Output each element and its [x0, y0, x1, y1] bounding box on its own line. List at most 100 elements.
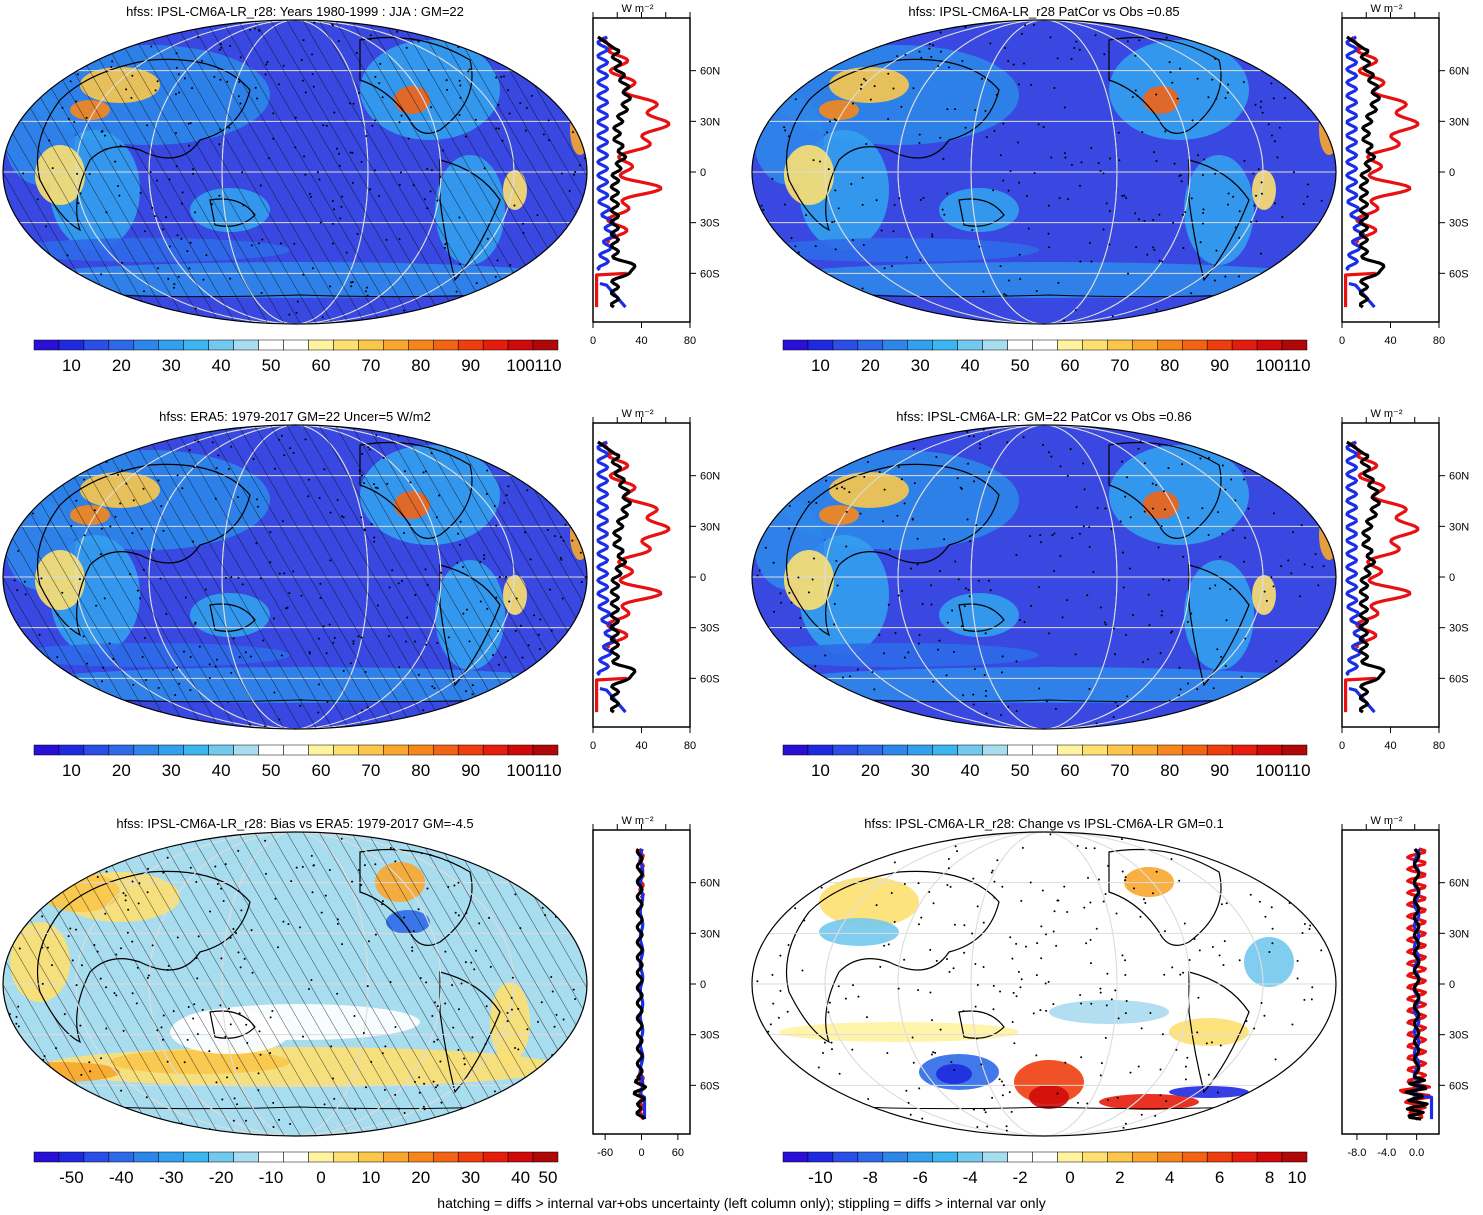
panel-graphics: -50 -40 -30 -20 -10 0 10 20 30 40 50 W m⁻² 60N 30N 0 30…	[2, 815, 720, 1187]
map-outline	[751, 19, 1337, 325]
colorbar-segment	[1181, 1151, 1208, 1163]
zonal-curve-red	[1344, 440, 1420, 713]
colorbar-tick-label: 70	[361, 356, 380, 375]
zonal-x-label: 0	[638, 1147, 644, 1159]
colorbar-tick-label: 4	[1165, 1168, 1174, 1187]
colorbar-segment	[807, 744, 834, 756]
zonal-lat-label: 0	[700, 167, 706, 179]
field-contour	[1184, 155, 1254, 265]
colorbar-segment	[133, 339, 160, 351]
colorbar-segment	[383, 1151, 409, 1163]
colorbar-segment	[482, 339, 509, 351]
colorbar-segment	[1256, 339, 1283, 351]
colorbar-segment	[1132, 339, 1158, 351]
colorbar-segment	[1057, 744, 1083, 756]
zonal-mean-plot: W m⁻² 60N 30N 0 30S 60S -60 0 60	[592, 815, 720, 1159]
longitude-gridline	[970, 832, 1118, 1136]
colorbar-segment	[333, 744, 359, 756]
zonal-lat-label: 30S	[700, 1030, 720, 1042]
map-panel-2: hfss: IPSL-CM6A-LR_r28 PatCor vs Obs =0.…	[749, 0, 1483, 400]
zonal-lat-label: 30S	[1449, 1030, 1469, 1042]
panel-title: hfss: IPSL-CM6A-LR_r28: Years 1980-1999 …	[126, 4, 464, 19]
colorbar-segment	[233, 339, 259, 351]
colorbar-segment	[208, 339, 234, 351]
zonal-lat-label: 30N	[700, 116, 720, 128]
map-panel-1: hfss: IPSL-CM6A-LR_r28: Years 1980-1999 …	[0, 0, 734, 400]
colorbar-segment	[358, 744, 384, 756]
longitude-gridline	[824, 425, 1264, 729]
colorbar-segment	[982, 744, 1008, 756]
colorbar-segment	[957, 744, 983, 756]
colorbar-tick-label: 90	[461, 356, 480, 375]
colorbar-segment	[857, 744, 884, 756]
colorbar-segment	[932, 1151, 958, 1163]
colorbar-tick-label: 10	[361, 1168, 380, 1187]
colorbar-segment	[233, 1151, 259, 1163]
zonal-x-label: 0.0	[1409, 1147, 1424, 1159]
colorbar-segment	[1231, 1151, 1258, 1163]
zonal-lat-label: 30N	[700, 928, 720, 940]
colorbar-segment	[1281, 744, 1308, 756]
colorbar-tick-label: 60	[1060, 761, 1079, 780]
colorbar-segment	[1007, 339, 1033, 351]
field-contour	[939, 593, 1019, 637]
field-contour	[1319, 510, 1336, 560]
colorbar-segment	[58, 1151, 85, 1163]
longitude-gridline	[824, 20, 1264, 324]
colorbar-tick-label: 30	[461, 1168, 480, 1187]
map-outline	[2, 831, 588, 1137]
zonal-lat-label: 30N	[1449, 928, 1469, 940]
colorbar-segment	[1082, 339, 1108, 351]
colorbar-segment	[58, 744, 85, 756]
colorbar-tick-label: 60	[311, 761, 330, 780]
colorbar-segment	[183, 339, 209, 351]
colorbar-segment	[183, 1151, 209, 1163]
colorbar-segment	[482, 744, 509, 756]
coastline	[786, 36, 1250, 282]
panel-title: hfss: IPSL-CM6A-LR_r28: Bias vs ERA5: 19…	[116, 816, 474, 831]
colorbar-segment	[1181, 339, 1208, 351]
zonal-unit-label: W m⁻²	[621, 815, 653, 827]
zonal-x-label: 40	[635, 335, 647, 347]
colorbar-tick-label: 80	[411, 761, 430, 780]
colorbar-segment	[233, 744, 259, 756]
zonal-curve-black	[596, 440, 637, 714]
colorbar-segment	[1256, 744, 1283, 756]
colorbar-tick-label: 80	[411, 356, 430, 375]
colorbar-segment	[932, 339, 958, 351]
zonal-lat-label: 60N	[700, 66, 720, 78]
colorbar-segment	[907, 339, 933, 351]
panel-title: hfss: IPSL-CM6A-LR: GM=22 PatCor vs Obs …	[896, 409, 1192, 424]
colorbar-segment	[158, 744, 184, 756]
hatching	[3, 832, 587, 1136]
colorbar-tick-label: 0	[316, 1168, 325, 1187]
colorbar-segment	[1157, 339, 1183, 351]
colorbar-tick-label: 40	[511, 1168, 530, 1187]
colorbar-tick-label: 2	[1115, 1168, 1124, 1187]
field-contour	[1169, 1018, 1249, 1046]
map-field	[752, 425, 1336, 729]
zonal-lat-label: 30S	[700, 218, 720, 230]
map-outline	[751, 424, 1337, 730]
zonal-lat-label: 30N	[700, 521, 720, 533]
longitude-gridline	[897, 425, 1191, 729]
colorbar-tick-label: 50	[262, 356, 281, 375]
colorbar-tick-label: -30	[159, 1168, 184, 1187]
colorbar-tick-label: -8	[863, 1168, 878, 1187]
colorbar-segment	[1206, 1151, 1233, 1163]
field-contour	[1124, 867, 1174, 897]
field-contour	[829, 67, 909, 103]
colorbar-tick-label: 50	[262, 761, 281, 780]
colorbar-segment	[358, 339, 384, 351]
zonal-lat-label: 60S	[1449, 1080, 1469, 1092]
field-contour	[1252, 170, 1276, 210]
zonal-x-label: -60	[597, 1147, 613, 1159]
colorbar-segment	[532, 1151, 559, 1163]
zonal-lat-label: 0	[1449, 167, 1455, 179]
colorbar-segment	[807, 339, 834, 351]
stippling	[13, 434, 587, 728]
colorbar-segment	[358, 1151, 384, 1163]
colorbar-tick-label: 10	[811, 761, 830, 780]
zonal-x-label: 0	[590, 335, 596, 347]
panel-graphics: 10 20 30 40 50 60 70 80 90 100 110 W m⁻² 60N 30N 0 30S 6…	[2, 408, 720, 780]
